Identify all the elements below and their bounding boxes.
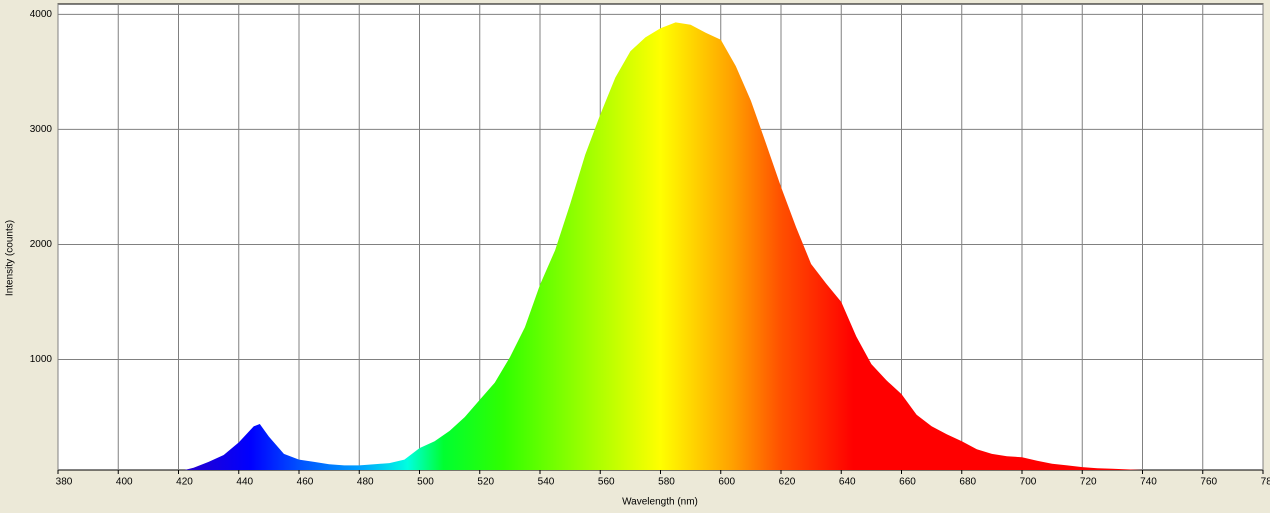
x-tick-label: 620 (779, 477, 796, 488)
x-tick-label: 600 (718, 477, 735, 488)
x-tick-label: 500 (417, 477, 434, 488)
y-tick-label: 1000 (30, 354, 53, 365)
x-tick-label: 720 (1080, 477, 1097, 488)
x-tick-label: 580 (658, 477, 675, 488)
x-tick-label: 440 (236, 477, 253, 488)
x-tick-label: 560 (598, 477, 615, 488)
x-axis-label: Wavelength (nm) (622, 497, 698, 508)
y-tick-label: 3000 (30, 124, 53, 135)
x-tick-label: 680 (959, 477, 976, 488)
x-tick-label: 780 (1261, 477, 1270, 488)
x-tick-label: 400 (116, 477, 133, 488)
x-tick-label: 460 (297, 477, 314, 488)
x-tick-label: 420 (176, 477, 193, 488)
x-tick-label: 700 (1020, 477, 1037, 488)
x-tick-label: 540 (538, 477, 555, 488)
y-tick-label: 4000 (30, 9, 53, 20)
x-tick-label: 520 (477, 477, 494, 488)
x-tick-label: 760 (1200, 477, 1217, 488)
x-tick-label: 380 (56, 477, 73, 488)
x-tick-label: 660 (899, 477, 916, 488)
x-tick-label: 740 (1140, 477, 1157, 488)
x-tick-label: 640 (839, 477, 856, 488)
y-tick-label: 2000 (30, 239, 53, 250)
x-tick-label: 480 (357, 477, 374, 488)
y-axis-label: Intensity (counts) (5, 220, 16, 296)
spectrum-area (184, 22, 1143, 471)
